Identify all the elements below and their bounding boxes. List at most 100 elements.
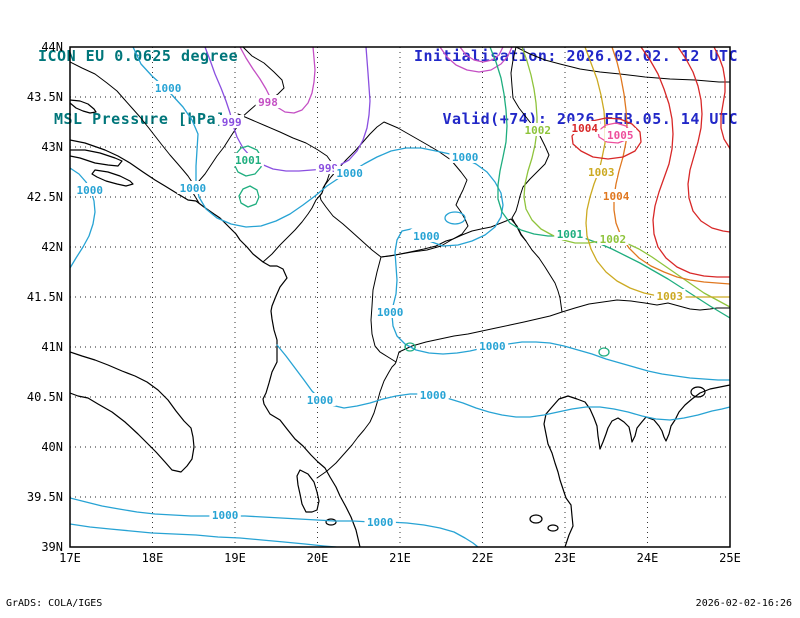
axis-label-lat: 39N bbox=[41, 540, 63, 554]
axis-label-lat: 40.5N bbox=[27, 390, 63, 404]
contour-label: 1000 bbox=[377, 306, 404, 319]
coastline-island-hvar bbox=[70, 99, 97, 114]
contour-label: 1005 bbox=[607, 129, 634, 142]
border-north-macedonia bbox=[370, 218, 563, 363]
coastline-corfu bbox=[296, 469, 320, 513]
contour-label-mask bbox=[585, 165, 617, 178]
contour-998-north-arc-2 bbox=[459, 47, 504, 63]
grid-lines bbox=[70, 47, 730, 547]
contour-label: 1002 bbox=[600, 233, 627, 246]
axis-label-lat: 39.5N bbox=[27, 490, 63, 504]
axis-label-lon: 25E bbox=[719, 551, 741, 565]
coastline-adriatic-balkan bbox=[70, 139, 361, 547]
contour-high-arc-3 bbox=[713, 47, 730, 150]
contour-group-998 bbox=[239, 47, 513, 114]
contour-label-mask bbox=[177, 181, 209, 194]
contour-label: 1000 bbox=[420, 389, 447, 402]
model-name: ICON EU 0.0625 degree bbox=[38, 47, 239, 65]
contour-1001-closed-west-2 bbox=[238, 185, 260, 208]
coastline-italy-heel bbox=[70, 351, 195, 473]
border-serbia-bulgaria bbox=[510, 47, 550, 242]
coastline-island-sporades-2 bbox=[547, 524, 559, 532]
coastline-island-sporades-1 bbox=[529, 514, 543, 524]
contour-label-mask bbox=[597, 232, 629, 245]
contour-label: 1000 bbox=[212, 509, 239, 522]
axis-label-lat: 43N bbox=[41, 140, 63, 154]
contour-label: 1001 bbox=[557, 228, 584, 241]
contour-label-mask bbox=[522, 123, 554, 136]
coastline-island-peljesac bbox=[70, 149, 123, 167]
contour-1000-trough-snake bbox=[132, 47, 730, 381]
contour-high-closed-loop bbox=[571, 117, 642, 160]
map-frame bbox=[69, 46, 731, 548]
longitude-axis-labels: 17E 18E 19E 20E 21E 22E 23E 24E 25E bbox=[59, 551, 741, 565]
contour-label: 1002 bbox=[525, 124, 552, 137]
contour-label-mask bbox=[600, 189, 632, 202]
contour-label-mask bbox=[374, 305, 406, 318]
contour-group-1002 bbox=[521, 47, 730, 308]
axis-label-lon: 22E bbox=[472, 551, 494, 565]
contour-label-mask bbox=[476, 339, 509, 352]
coastline-island-paxos bbox=[325, 518, 337, 526]
contour-label-mask bbox=[333, 166, 366, 179]
contour-label: 999 bbox=[318, 162, 338, 175]
contour-label-mask bbox=[449, 150, 481, 163]
field-name: MSL Pressure [hPa] bbox=[54, 110, 226, 128]
contour-group-1004 bbox=[611, 47, 730, 285]
contour-label-mask bbox=[569, 121, 601, 134]
contour-label: 1000 bbox=[77, 184, 104, 197]
axis-label-lat: 42.5N bbox=[27, 190, 63, 204]
border-montenegro-albania bbox=[262, 192, 323, 263]
axis-label-lat: 41N bbox=[41, 340, 63, 354]
contour-label-mask bbox=[232, 153, 264, 166]
contour-label-mask bbox=[255, 95, 281, 108]
contour-1000-south-snake bbox=[276, 344, 730, 421]
contour-1001-east bbox=[489, 47, 730, 319]
header-left: ICON EU 0.0625 degree MSL Pressure [hPa] bbox=[38, 4, 238, 172]
contour-label: 998 bbox=[258, 96, 278, 109]
border-danube-bulgaria-romania bbox=[515, 47, 730, 83]
axis-label-lat: 43.5N bbox=[27, 90, 63, 104]
axis-label-lon: 19E bbox=[224, 551, 246, 565]
axis-label-lon: 21E bbox=[389, 551, 411, 565]
contour-1000-coastal-west bbox=[70, 167, 96, 269]
contour-1002-east bbox=[521, 47, 730, 308]
contour-label-mask bbox=[654, 289, 686, 302]
border-montenegro-serbia bbox=[237, 113, 333, 194]
contour-label-mask bbox=[219, 115, 245, 128]
contour-label: 1000 bbox=[452, 151, 479, 164]
contour-1000-bottom-2 bbox=[70, 523, 337, 547]
contour-label-mask bbox=[209, 508, 241, 521]
coastline-island-mljet bbox=[91, 169, 134, 187]
contour-label: 1000 bbox=[413, 230, 440, 243]
contour-1000-bottom-1 bbox=[70, 497, 479, 547]
coastline-aegean-chalkidiki bbox=[543, 384, 730, 547]
axis-label-lat: 44N bbox=[41, 40, 63, 54]
contour-998-trough bbox=[239, 47, 316, 114]
contour-group-999 bbox=[204, 47, 371, 172]
contour-1000-closed-cell bbox=[444, 211, 466, 225]
border-albania-greece bbox=[316, 361, 397, 479]
border-kosovo bbox=[319, 121, 469, 258]
contour-label: 1000 bbox=[479, 340, 506, 353]
contour-label-mask bbox=[417, 388, 449, 401]
contour-label: 1000 bbox=[336, 167, 363, 180]
contour-label-mask bbox=[304, 393, 336, 406]
coastlines bbox=[70, 99, 730, 547]
contour-label-mask bbox=[410, 229, 443, 242]
contour-label-mask bbox=[74, 183, 106, 196]
contour-1001-dot-2 bbox=[598, 347, 610, 357]
contour-label: 1000 bbox=[307, 394, 334, 407]
contour-label: 1003 bbox=[588, 166, 615, 179]
contour-label-mask bbox=[604, 128, 636, 141]
latitude-axis-labels: 44N 43.5N 43N 42.5N 42N 41.5N 41N 40.5N 40N 39.5N… bbox=[27, 40, 63, 554]
border-croatia-bosnia bbox=[70, 61, 193, 183]
contour-label: 1001 bbox=[235, 154, 262, 167]
contour-label-mask bbox=[152, 81, 184, 94]
contour-label: 1000 bbox=[155, 82, 182, 95]
contour-label: 1004 bbox=[603, 190, 630, 203]
